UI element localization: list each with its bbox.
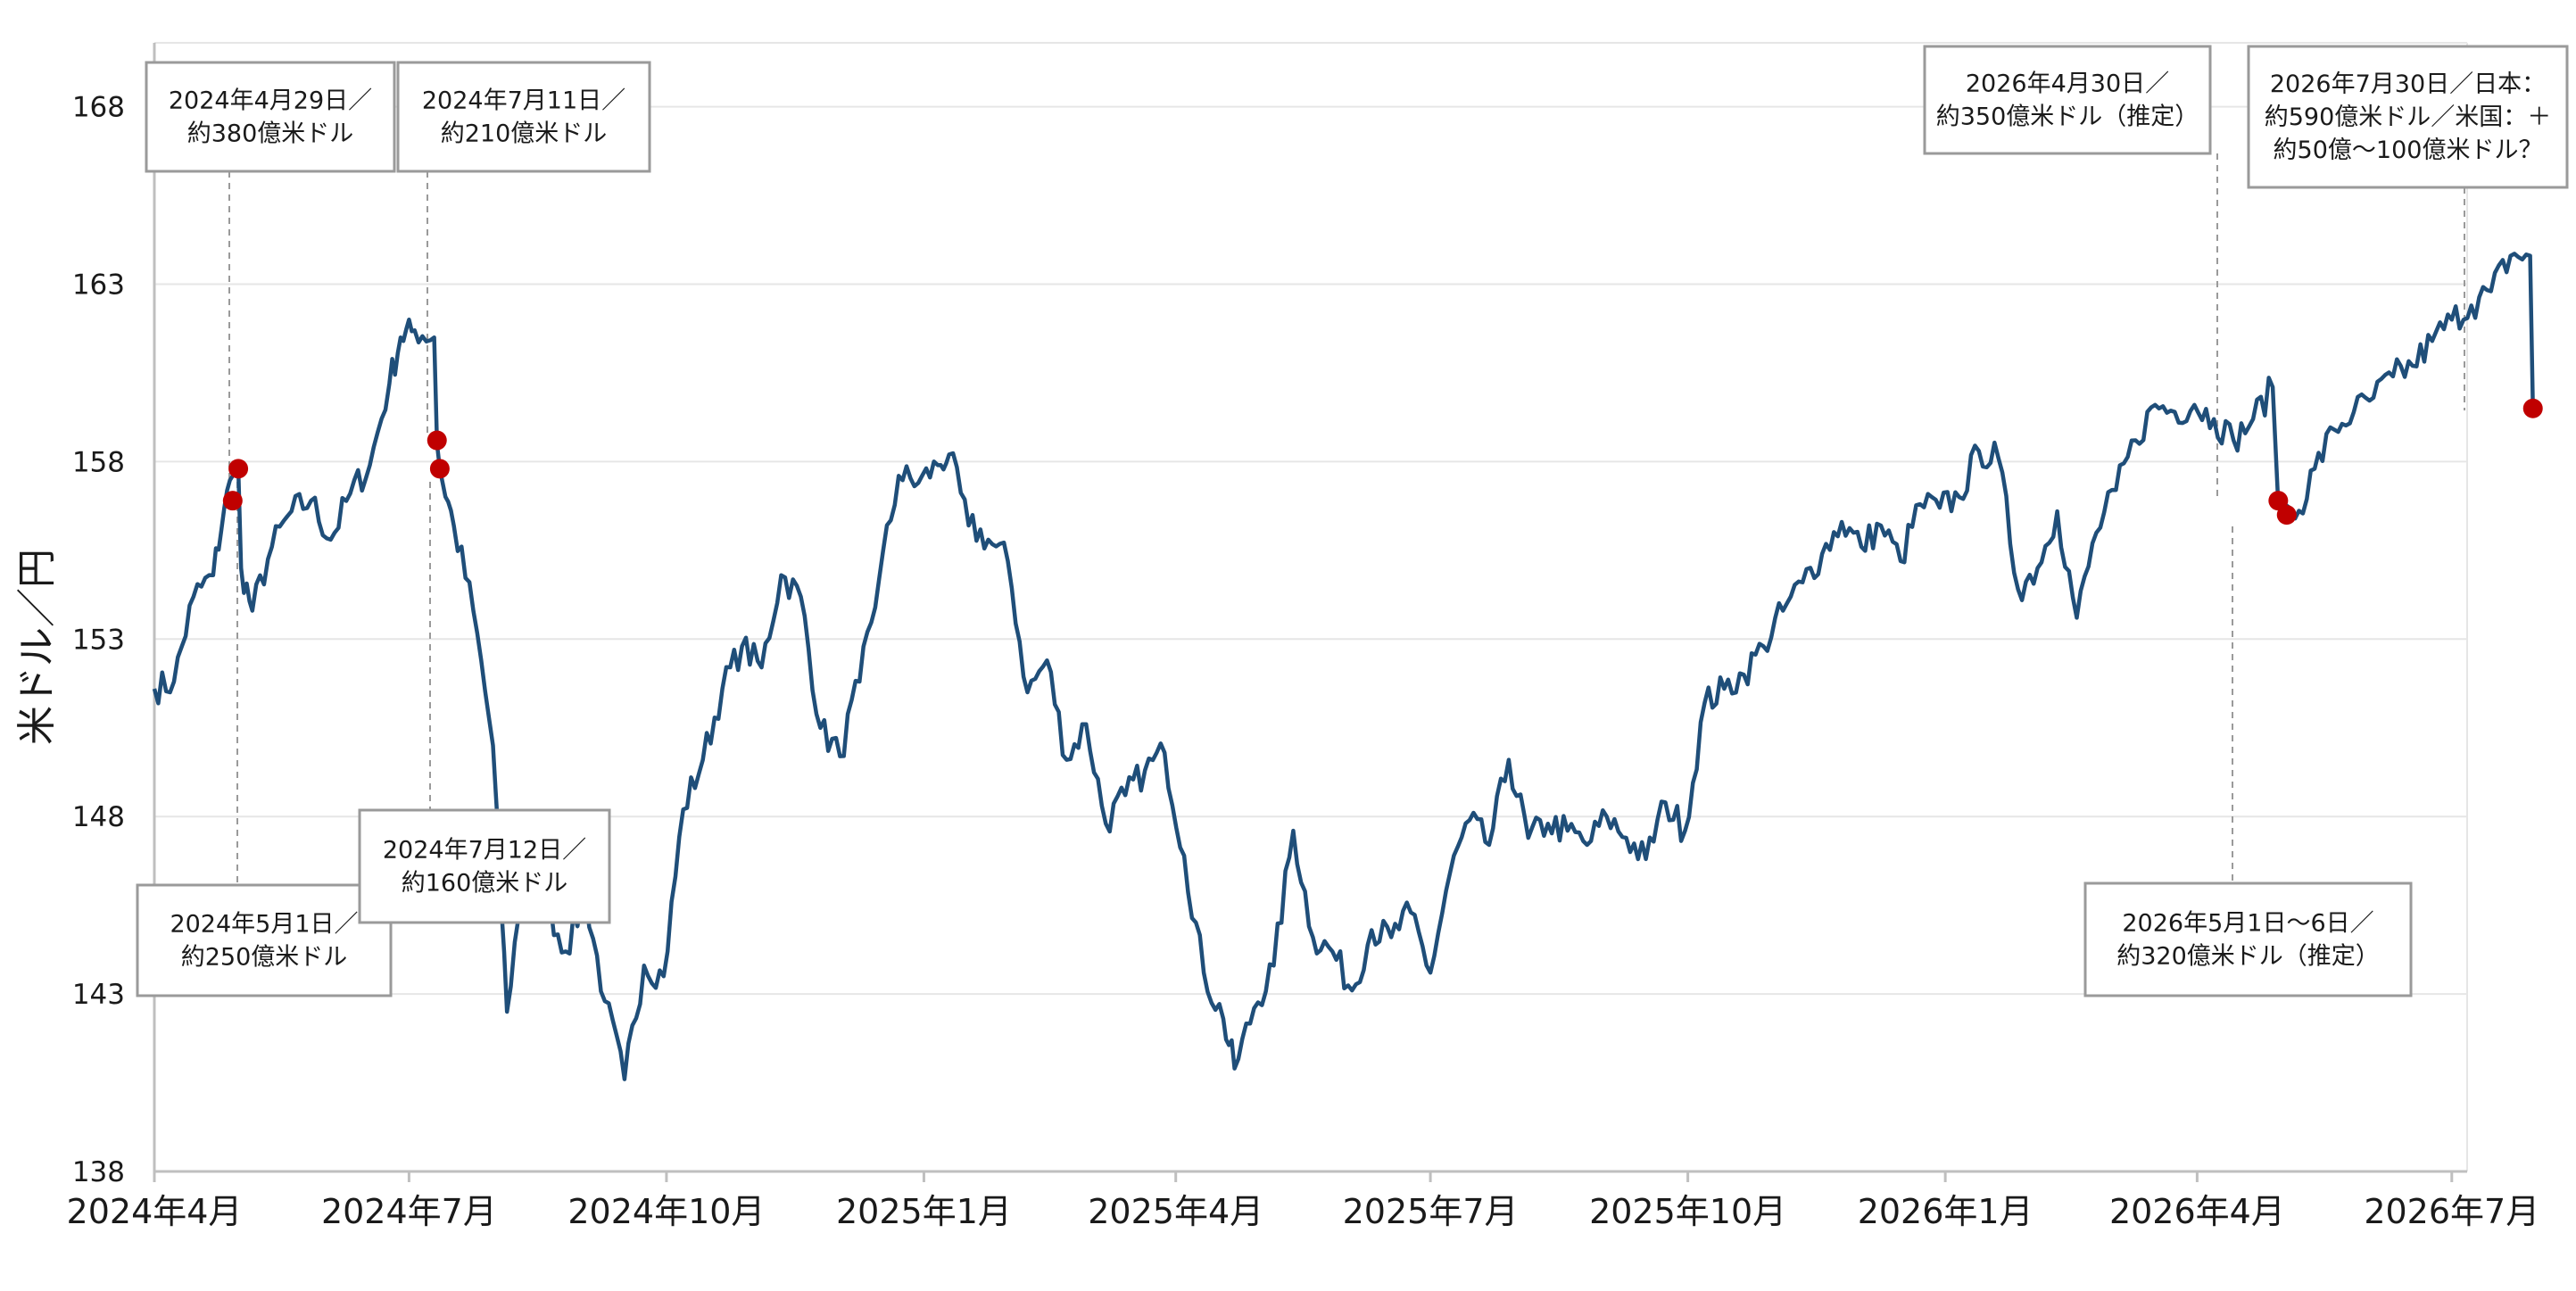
annotation-text: 2024年7月12日／	[383, 837, 586, 865]
annotation-callout: 2024年5月1日／ 約250億米ドル	[136, 883, 393, 997]
event-marker	[2268, 491, 2289, 511]
annotation-callout: 2024年7月11日／ 約210億米ドル	[396, 61, 651, 173]
y-tick-label: 138	[72, 1156, 125, 1188]
annotation-text: 2026年4月30日／	[1966, 70, 2169, 98]
annotation-text: 約250億米ドル	[181, 944, 348, 972]
x-tick-label: 2025年1月	[836, 1192, 1012, 1231]
annotation-box	[2247, 45, 2569, 189]
x-tick-label: 2025年4月	[1088, 1192, 1263, 1231]
annotation-text: 約320億米ドル（推定）	[2116, 943, 2380, 971]
annotation-text: 2026年7月30日／日本：	[2270, 70, 2546, 98]
event-marker	[427, 430, 447, 451]
annotation-text: 約350億米ドル（推定）	[1936, 103, 2199, 131]
annotation-text: 約160億米ドル	[402, 870, 568, 898]
event-marker	[228, 459, 249, 479]
annotation-callout: 2026年7月30日／日本： 約590億米ドル／米国：＋ 約50億～100億米ドル？	[2247, 45, 2569, 189]
y-tick-label: 143	[72, 979, 125, 1011]
marker-layer	[222, 398, 2543, 526]
x-tick-label: 2026年7月	[2364, 1192, 2539, 1231]
x-tick-label: 2024年10月	[567, 1192, 765, 1231]
y-tick-label: 168	[72, 92, 125, 124]
annotation-text: 2024年5月1日／	[170, 911, 358, 939]
event-marker	[2522, 398, 2543, 418]
x-tick-label: 2026年1月	[1858, 1192, 2033, 1231]
annotation-text: 約210億米ドル	[441, 120, 608, 148]
annotation-text: 約380億米ドル	[187, 120, 354, 148]
annotation-text: 約50億～100億米ドル？	[2274, 137, 2543, 164]
annotation-box	[136, 883, 393, 997]
annotation-callout: 2024年7月12日／ 約160億米ドル	[358, 808, 611, 924]
y-tick-label: 148	[72, 801, 125, 833]
x-tick-label: 2025年7月	[1343, 1192, 1519, 1231]
annotation-box	[145, 61, 396, 173]
y-tick-label: 163	[72, 269, 125, 302]
x-tick-label: 2024年4月	[67, 1192, 243, 1231]
annotation-callout: 2026年5月1日～6日／ 約320億米ドル（推定）	[2083, 881, 2413, 997]
annotation-layer: 2024年4月29日／約380億米ドル2024年7月11日／約210億米ドル20…	[136, 45, 2569, 997]
y-axis-label: 米ドル／円	[14, 549, 60, 745]
x-tick-label: 2024年7月	[321, 1192, 497, 1231]
x-tick-label: 2025年10月	[1589, 1192, 1786, 1231]
annotation-leaders	[228, 153, 2465, 885]
annotation-text: 2024年7月11日／	[422, 87, 625, 115]
annotation-text: 2024年4月29日／	[169, 87, 372, 115]
event-marker	[429, 459, 450, 479]
y-tick-label: 158	[72, 446, 125, 478]
annotation-callout: 2024年4月29日／ 約380億米ドル	[145, 61, 396, 173]
annotation-callout: 2026年4月30日／ 約350億米ドル（推定）	[1923, 45, 2212, 155]
annotation-box	[396, 61, 651, 173]
x-tick-label: 2026年4月	[2109, 1192, 2285, 1231]
annotation-text: 2026年5月1日～6日／	[2122, 910, 2373, 938]
annotation-box	[1923, 45, 2212, 155]
event-marker	[222, 491, 243, 511]
annotation-text: 約590億米ドル／米国：＋	[2265, 103, 2552, 131]
annotation-box	[358, 808, 611, 924]
event-marker	[2276, 505, 2297, 526]
y-tick-label: 153	[72, 624, 125, 656]
axes: 138 143 148 153 158 163 168 2024年4月 2024年7月 2024年…	[67, 43, 2539, 1231]
annotation-box	[2083, 881, 2413, 997]
